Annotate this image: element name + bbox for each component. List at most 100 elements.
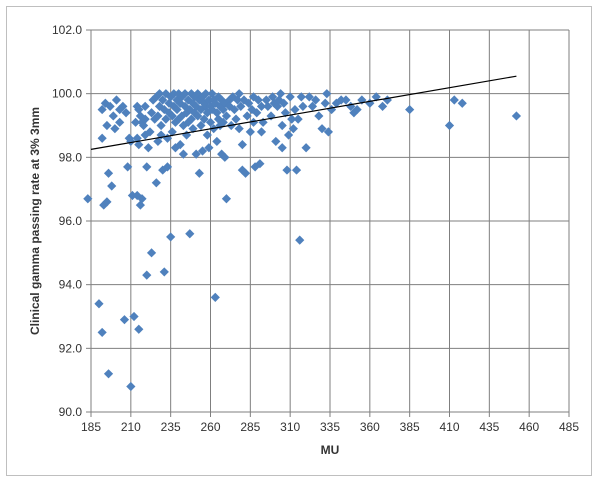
data-point	[178, 149, 189, 159]
data-point	[129, 311, 139, 322]
data-point	[457, 98, 467, 108]
data-point	[298, 101, 308, 111]
x-tick-label: 260	[200, 420, 220, 434]
data-point	[204, 143, 214, 153]
data-point	[135, 200, 145, 210]
data-point	[167, 127, 177, 137]
data-point	[201, 89, 211, 99]
data-point	[169, 89, 179, 99]
data-point	[234, 124, 244, 134]
data-point	[183, 117, 193, 127]
data-point	[83, 194, 93, 204]
data-point	[352, 104, 362, 115]
data-point	[140, 101, 150, 111]
data-point	[146, 248, 157, 258]
data-point	[97, 327, 107, 338]
data-point	[151, 178, 161, 188]
data-point	[207, 89, 217, 99]
data-point	[320, 98, 330, 108]
data-point	[511, 111, 522, 121]
data-point	[277, 120, 287, 131]
x-tick-label: 310	[280, 420, 300, 434]
data-point	[256, 101, 267, 111]
data-point	[220, 152, 230, 162]
data-point	[107, 181, 117, 191]
scatter-chart: 185 210 235 260 285 310 335 360 385 410 435 460 485 9…	[28, 23, 579, 457]
data-point	[317, 124, 327, 134]
data-point	[290, 104, 300, 115]
data-point	[282, 165, 292, 175]
data-point	[193, 111, 203, 121]
data-point	[137, 117, 147, 127]
data-point	[103, 168, 114, 178]
plot-axes	[86, 29, 570, 417]
data-point	[212, 108, 222, 118]
data-point	[256, 127, 267, 137]
data-point	[285, 92, 295, 102]
chart-frame: 185 210 235 260 285 310 335 360 385 410 435 460 485 9…	[6, 6, 592, 476]
data-point	[288, 124, 298, 134]
data-point	[196, 120, 206, 131]
data-point	[244, 98, 254, 108]
y-tick-label: 90.0	[59, 405, 83, 419]
x-tick-label: 185	[81, 420, 101, 434]
data-point	[266, 111, 276, 121]
trendline-group	[90, 75, 517, 150]
data-point	[268, 92, 278, 102]
data-point	[201, 101, 211, 111]
data-point	[271, 136, 281, 147]
data-point	[263, 101, 273, 111]
data-point	[293, 114, 303, 124]
data-point	[304, 92, 314, 102]
data-point	[194, 168, 204, 178]
data-point	[197, 146, 208, 156]
data-point	[103, 369, 114, 379]
data-point	[126, 381, 136, 392]
data-point	[161, 114, 171, 124]
data-point	[110, 124, 120, 134]
data-point	[146, 108, 157, 118]
data-point	[382, 95, 392, 105]
x-tick-label: 235	[161, 420, 181, 434]
data-point	[153, 136, 163, 147]
data-point	[97, 104, 107, 115]
data-point	[167, 111, 177, 121]
data-point	[213, 114, 224, 124]
data-point	[180, 89, 190, 99]
x-tick-label: 285	[240, 420, 260, 434]
data-point	[258, 117, 268, 127]
data-point	[154, 89, 165, 99]
data-point	[134, 104, 144, 115]
tick-labels: 185 210 235 260 285 310 335 360 385 410 435 460 485 9…	[52, 23, 579, 434]
data-point	[140, 114, 150, 124]
y-tick-label: 96.0	[59, 214, 83, 228]
data-point	[221, 194, 232, 204]
x-tick-label: 210	[121, 420, 141, 434]
data-point	[287, 114, 297, 124]
data-point	[172, 104, 182, 115]
data-point	[191, 149, 201, 159]
data-point	[274, 95, 284, 105]
data-point	[301, 143, 311, 153]
data-point	[111, 95, 122, 105]
data-point	[131, 117, 141, 127]
x-tick-label: 335	[320, 420, 340, 434]
data-point	[283, 130, 294, 140]
data-point	[162, 162, 173, 172]
data-point	[175, 140, 185, 150]
y-tick-label: 102.0	[52, 23, 82, 37]
data-point	[232, 95, 243, 105]
data-point	[291, 165, 302, 175]
data-point	[331, 98, 341, 108]
data-point	[156, 120, 166, 131]
data-point	[377, 101, 388, 111]
x-axis-title: MU	[321, 443, 340, 457]
data-point	[145, 127, 155, 137]
data-point	[242, 111, 252, 121]
data-point	[237, 140, 247, 150]
data-point	[444, 120, 455, 131]
x-tick-label: 385	[400, 420, 420, 434]
data-point	[336, 95, 346, 105]
data-point	[218, 104, 228, 115]
data-points	[83, 89, 522, 392]
